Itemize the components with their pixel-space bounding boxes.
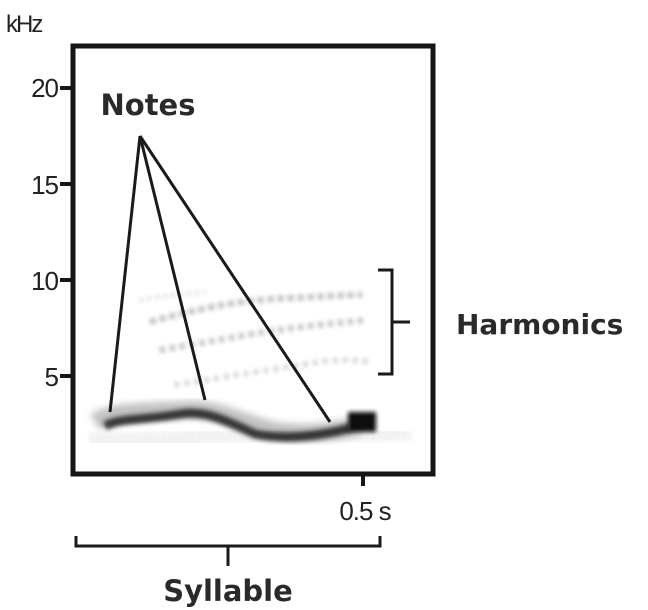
y-tick-label-5: 5 <box>45 362 59 392</box>
y-axis: 20 15 10 5 <box>31 73 72 392</box>
y-tick-label-10: 10 <box>31 266 58 296</box>
spectrogram-traces <box>89 290 411 447</box>
end-note-blob <box>348 412 376 432</box>
y-axis-unit-label: kHz <box>6 11 42 38</box>
fundamental-trace <box>102 408 352 442</box>
x-tick-label: 0.5 s <box>339 496 391 526</box>
harmonic-bands <box>139 290 371 388</box>
harmonics-bracket <box>378 268 410 376</box>
harmonics-label: Harmonics <box>456 308 623 341</box>
syllable-label: Syllable <box>163 574 293 608</box>
y-tick-label-20: 20 <box>31 73 58 103</box>
syllable-bracket <box>74 536 382 566</box>
y-tick-label-15: 15 <box>31 170 58 200</box>
notes-pointer-lines <box>108 135 332 423</box>
notes-label: Notes <box>101 88 196 122</box>
plot-frame <box>70 43 436 477</box>
